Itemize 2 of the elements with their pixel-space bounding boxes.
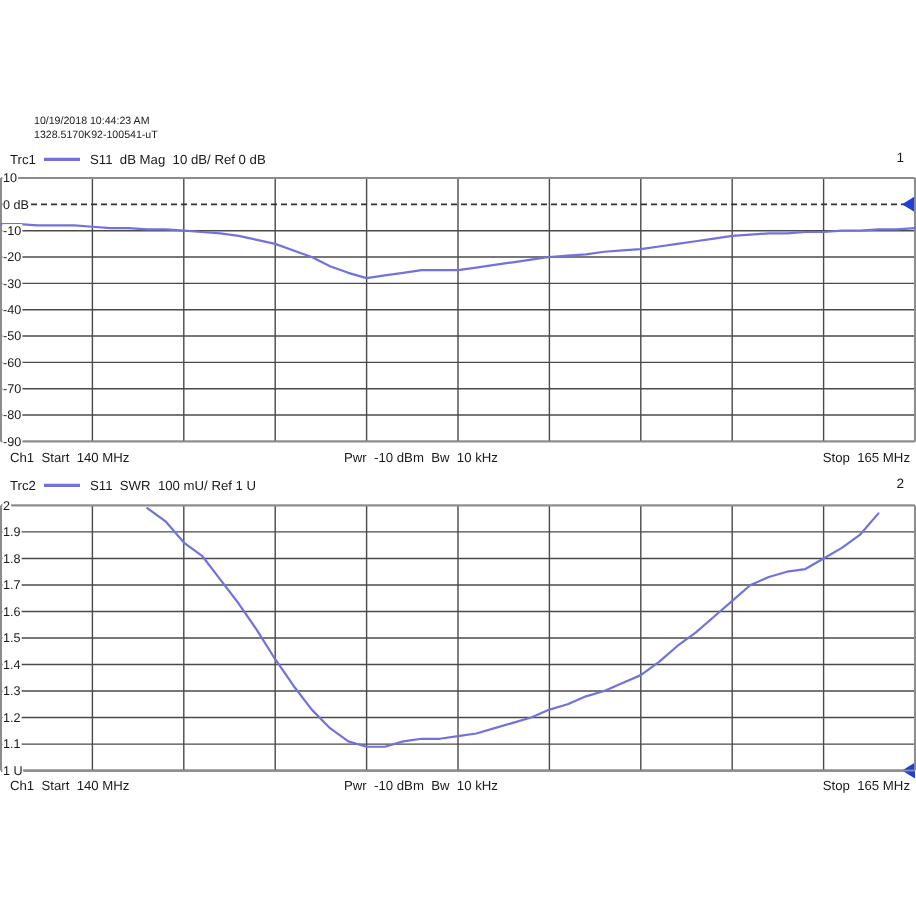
line-series: [146, 506, 880, 748]
line-series: [0, 223, 916, 280]
